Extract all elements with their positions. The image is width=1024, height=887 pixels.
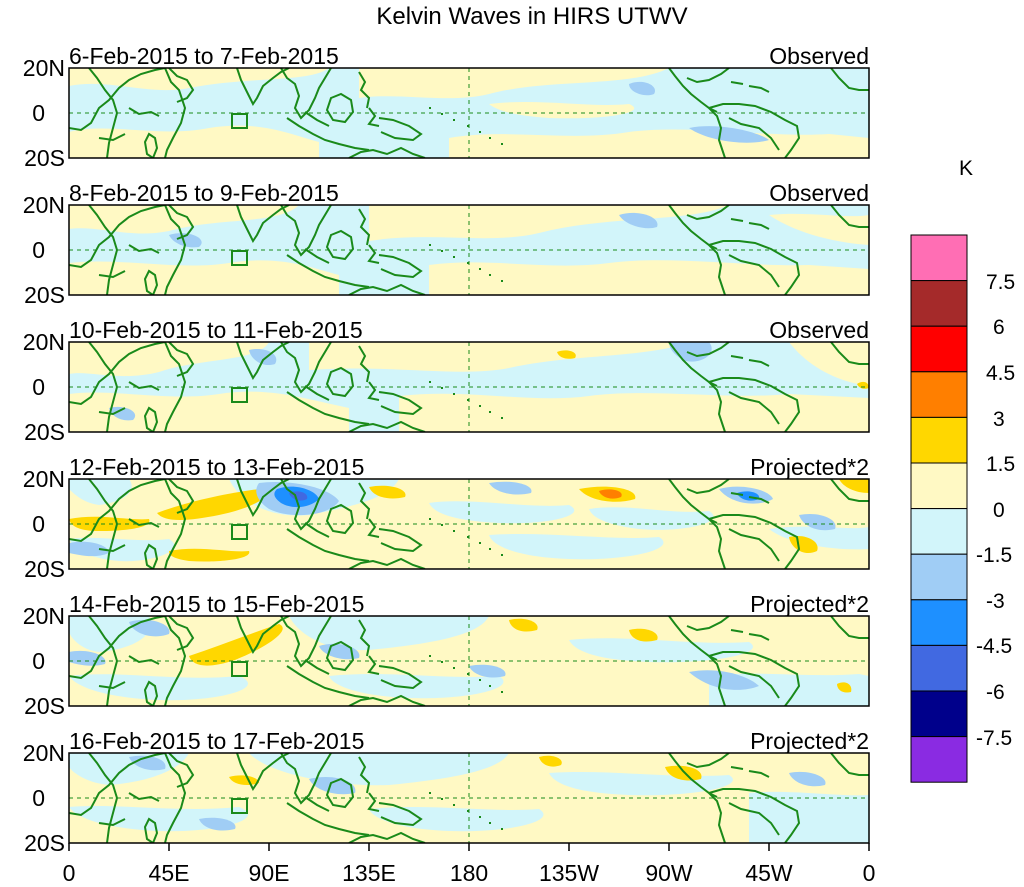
lat-tick: 20S: [24, 693, 65, 719]
colorbar-swatch: [910, 736, 968, 783]
panel-label: Observed: [769, 317, 869, 343]
colorbar-swatch: [910, 690, 968, 738]
lon-tick: 45W: [745, 860, 793, 886]
colorbar-tick-label: 7.5: [986, 271, 1015, 294]
map-panel: 8-Feb-2015 to 9-Feb-2015 Observed 20N 0 …: [23, 180, 870, 308]
lat-tick: 0: [32, 100, 45, 126]
colorbar-swatch: [910, 325, 968, 373]
colorbar-swatch: [910, 599, 968, 646]
lon-tick: 135E: [342, 860, 396, 886]
panel-date-range: 6-Feb-2015 to 7-Feb-2015: [69, 43, 339, 69]
lon-tick: 135W: [539, 860, 599, 886]
lon-tick: 45E: [149, 860, 190, 886]
colorbar-swatch: [910, 280, 968, 327]
colorbar-tick-label: 6: [993, 316, 1005, 339]
colorbar-swatch: [910, 416, 968, 464]
lat-tick: 20N: [23, 466, 65, 492]
panel-date-range: 10-Feb-2015 to 11-Feb-2015: [69, 317, 363, 343]
colorbar-swatch: [910, 508, 968, 555]
lat-tick: 20N: [23, 329, 65, 355]
panel-date-range: 8-Feb-2015 to 9-Feb-2015: [69, 180, 339, 206]
panel-date-range: 16-Feb-2015 to 17-Feb-2015: [69, 728, 364, 754]
lat-tick: 20S: [24, 282, 65, 308]
colorbar-tick-label: -1.5: [976, 544, 1012, 567]
colorbar-swatch: [910, 644, 968, 692]
colorbar: [910, 234, 968, 783]
colorbar-unit-label: K: [959, 157, 973, 180]
lat-tick: 20S: [24, 145, 65, 171]
lat-tick: 20N: [23, 192, 65, 218]
colorbar-swatch: [910, 462, 968, 510]
colorbar-tick-label: 0: [993, 499, 1005, 522]
lat-tick: 0: [32, 785, 45, 811]
colorbar-tick-label: -6: [986, 681, 1005, 704]
colorbar-tick-label: 1.5: [986, 453, 1015, 476]
lon-axis: [68, 843, 870, 851]
lat-tick: 20N: [23, 603, 65, 629]
figure-title: Kelvin Waves in HIRS UTWV: [376, 3, 687, 30]
map-panel: 16-Feb-2015 to 17-Feb-2015 Projected*2 2…: [23, 728, 870, 856]
panel-label: Projected*2: [750, 728, 869, 754]
lat-tick: 20S: [24, 830, 65, 856]
map-panel: 12-Feb-2015 to 13-Feb-2015 Projected*2: [23, 454, 870, 582]
panel-date-range: 14-Feb-2015 to 15-Feb-2015: [69, 591, 364, 617]
panel-label: Observed: [769, 180, 869, 206]
lat-tick: 20S: [24, 419, 65, 445]
colorbar-swatch: [910, 234, 968, 282]
colorbar-tick-label: -3: [986, 590, 1005, 613]
lat-tick: 20N: [23, 55, 65, 81]
panel-date-range: 12-Feb-2015 to 13-Feb-2015: [69, 454, 364, 480]
colorbar-swatch: [910, 553, 968, 601]
map-panel: 14-Feb-2015 to 15-Feb-2015 Projected*2 2…: [23, 591, 870, 719]
colorbar-tick-label: 4.5: [986, 362, 1015, 385]
colorbar-tick-label: -7.5: [976, 727, 1012, 750]
lat-tick: 0: [32, 237, 45, 263]
panel-label: Projected*2: [750, 454, 869, 480]
panel-label: Projected*2: [750, 591, 869, 617]
lat-tick: 20N: [23, 740, 65, 766]
map-panel: 6-Feb-2015 to 7-Feb-2015 Observed 20N 0 …: [23, 43, 870, 171]
lat-tick: 20S: [24, 556, 65, 582]
lat-tick: 0: [32, 648, 45, 674]
colorbar-tick-label: 3: [993, 408, 1005, 431]
panel-label: Observed: [769, 43, 869, 69]
lon-tick: 0: [63, 860, 76, 886]
map-panel: 10-Feb-2015 to 11-Feb-2015 Observed 20N …: [23, 317, 870, 445]
lon-tick: 90W: [645, 860, 693, 886]
lon-tick: 90E: [249, 860, 290, 886]
lon-tick: 0: [863, 860, 876, 886]
lat-tick: 0: [32, 511, 45, 537]
lat-tick: 0: [32, 374, 45, 400]
colorbar-swatch: [910, 371, 968, 418]
colorbar-tick-label: -4.5: [976, 635, 1012, 658]
lon-tick: 180: [450, 860, 488, 886]
